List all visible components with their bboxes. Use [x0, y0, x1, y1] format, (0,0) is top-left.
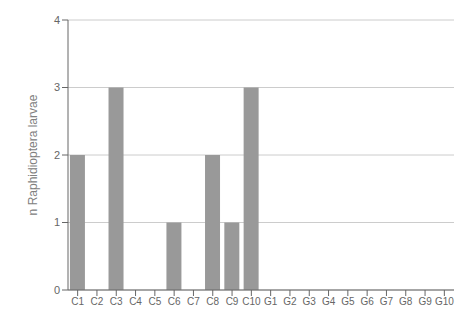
svg-text:C2: C2 [91, 296, 104, 307]
svg-text:4: 4 [54, 14, 60, 26]
svg-text:G1: G1 [264, 296, 278, 307]
svg-text:C10: C10 [242, 296, 261, 307]
svg-text:C4: C4 [129, 296, 142, 307]
svg-text:G5: G5 [341, 296, 355, 307]
svg-text:1: 1 [54, 216, 60, 228]
svg-text:G7: G7 [380, 296, 394, 307]
svg-text:n Raphidioptera larvae: n Raphidioptera larvae [26, 94, 40, 215]
svg-text:G8: G8 [399, 296, 413, 307]
svg-text:C7: C7 [187, 296, 200, 307]
svg-text:G9: G9 [418, 296, 432, 307]
svg-text:C3: C3 [110, 296, 123, 307]
svg-text:C1: C1 [71, 296, 84, 307]
svg-text:0: 0 [54, 284, 60, 296]
svg-text:2: 2 [54, 149, 60, 161]
svg-text:3: 3 [54, 81, 60, 93]
svg-text:C9: C9 [226, 296, 239, 307]
svg-text:C5: C5 [148, 296, 161, 307]
svg-text:G6: G6 [360, 296, 374, 307]
svg-text:G2: G2 [283, 296, 297, 307]
svg-text:G4: G4 [322, 296, 336, 307]
svg-text:G3: G3 [303, 296, 317, 307]
svg-text:C8: C8 [206, 296, 219, 307]
svg-text:G10: G10 [435, 296, 454, 307]
svg-text:C6: C6 [168, 296, 181, 307]
